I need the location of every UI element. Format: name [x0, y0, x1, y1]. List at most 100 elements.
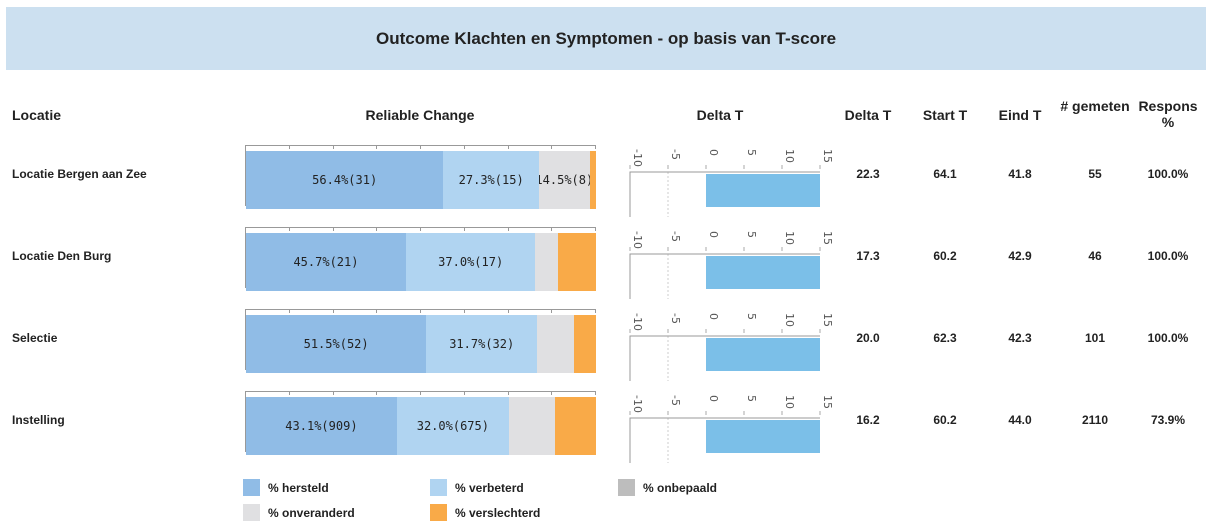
delta-bar: [706, 256, 820, 289]
row-eind: 42.3: [1008, 331, 1032, 345]
axis-tick: [332, 391, 334, 395]
row-n: 46: [1088, 249, 1102, 263]
reliable-change-bar: 43.1%(909) 32.0%(675): [245, 391, 596, 455]
delta-t-chart: -10 -5 0 5 10 15: [620, 219, 840, 299]
row-start: 60.2: [933, 249, 957, 263]
legend-label: % hersteld: [268, 480, 329, 495]
row-respons: 73.9%: [1150, 413, 1186, 427]
axis-tick: [507, 309, 509, 313]
axis-tick: [595, 145, 596, 149]
row-start: 60.2: [933, 413, 957, 427]
bar-segment-verbeterd: 32.0%(675): [396, 397, 509, 455]
bar-segment-verslechterd: [589, 151, 596, 209]
delta-tick-label: 0: [707, 231, 720, 238]
delta-tick-label: 5: [745, 313, 758, 320]
row-eind: 44.0: [1008, 413, 1032, 427]
delta-tick-label: -5: [669, 231, 682, 242]
row-locatie: Locatie Den Burg: [12, 249, 112, 263]
row-n: 2110: [1081, 413, 1109, 427]
col-delta-chart: Delta T: [696, 107, 744, 123]
row-locatie: Instelling: [12, 413, 65, 427]
axis-tick: [332, 227, 334, 231]
legend-swatch: [430, 504, 447, 521]
delta-axis: [629, 417, 820, 463]
delta-tick-label: 5: [745, 395, 758, 402]
row-delta: 17.3: [856, 249, 880, 263]
delta-axis: [629, 335, 820, 381]
axis-tick: [245, 145, 246, 149]
bar-segment-verbeterd: 31.7%(32): [426, 315, 538, 373]
axis-tick: [288, 145, 290, 149]
axis-tick: [551, 227, 553, 231]
axis-tick: [420, 145, 421, 149]
row-n: 101: [1084, 331, 1106, 345]
axis-tick: [595, 391, 596, 395]
bar-segment-hersteld: 56.4%(31): [246, 151, 444, 209]
col-eind: Eind T: [998, 107, 1042, 123]
axis-tick: [420, 227, 421, 231]
delta-tick-label: -5: [669, 313, 682, 324]
table-row: Selectie 51.5%(52) 31.7%(32) -10 -5 0 5 10 15 20.…: [0, 301, 1212, 381]
axis-tick: [507, 227, 509, 231]
bar-segment-verslechterd: [554, 397, 596, 455]
delta-tick-label: 10: [783, 231, 796, 245]
legend-swatch: [618, 479, 635, 496]
axis-tick: [420, 309, 421, 313]
delta-bar: [706, 420, 820, 453]
axis-tick: [288, 391, 290, 395]
legend-label: % onveranderd: [268, 505, 355, 520]
legend-label: % onbepaald: [643, 480, 718, 495]
axis-tick: [595, 309, 596, 313]
delta-tick-label: 0: [707, 395, 720, 402]
row-respons: 100.0%: [1147, 167, 1189, 181]
delta-t-chart: -10 -5 0 5 10 15: [620, 383, 840, 463]
row-start: 62.3: [933, 331, 957, 345]
delta-tick-label: 15: [821, 313, 834, 327]
axis-tick: [288, 227, 290, 231]
axis-tick: [332, 145, 334, 149]
delta-tick-label: 10: [783, 395, 796, 409]
bar-segment-hersteld: 51.5%(52): [246, 315, 427, 373]
delta-tick-label: -10: [631, 313, 644, 331]
legend-verbeterd: % verbeterd: [430, 479, 524, 496]
axis-tick: [595, 227, 596, 231]
axis-tick: [507, 145, 509, 149]
col-reliable-change: Reliable Change: [365, 107, 475, 123]
axis-tick: [463, 391, 465, 395]
bar-segment-verbeterd: 27.3%(15): [443, 151, 539, 209]
col-n: # gemeten: [1060, 98, 1130, 114]
axis-tick: [245, 309, 246, 313]
axis-tick: [376, 145, 378, 149]
legend-hersteld: % hersteld: [243, 479, 329, 496]
bar-segment-onveranderd: [508, 397, 555, 455]
table-row: Locatie Den Burg 45.7%(21) 37.0%(17) -10 -5 0…: [0, 219, 1212, 299]
axis-tick: [463, 145, 465, 149]
row-respons: 100.0%: [1147, 331, 1189, 345]
delta-bar: [706, 174, 820, 207]
table-row: Locatie Bergen aan Zee 56.4%(31) 27.3%(15)…: [0, 137, 1212, 217]
axis-tick: [507, 391, 509, 395]
axis-tick: [332, 309, 334, 313]
row-n: 55: [1088, 167, 1102, 181]
delta-tick-label: -5: [669, 149, 682, 160]
bar-segment-hersteld: 43.1%(909): [246, 397, 397, 455]
row-delta: 16.2: [856, 413, 880, 427]
reliable-change-bar: 56.4%(31)27.3%(15)14.5%(8): [245, 145, 596, 209]
legend-label: % verbeterd: [455, 480, 524, 495]
bar-segment-verslechterd: [574, 315, 596, 373]
axis-tick: [551, 145, 553, 149]
row-locatie: Selectie: [12, 331, 58, 345]
col-locatie: Locatie: [12, 107, 62, 123]
delta-tick-label: -10: [631, 231, 644, 249]
axis-tick: [376, 391, 378, 395]
delta-axis: [629, 253, 820, 299]
delta-tick-label: -10: [631, 395, 644, 413]
col-respons: Respons %: [1138, 98, 1198, 130]
delta-tick-label: 0: [707, 313, 720, 320]
delta-axis: [629, 171, 820, 217]
bar-segment-hersteld: 45.7%(21): [246, 233, 406, 291]
delta-bar: [706, 338, 820, 371]
table-row: Instelling 43.1%(909) 32.0%(675) -10 -5 0 5 10 1…: [0, 383, 1212, 463]
bar-segment-onveranderd: [535, 233, 559, 291]
delta-tick-label: -10: [631, 149, 644, 167]
